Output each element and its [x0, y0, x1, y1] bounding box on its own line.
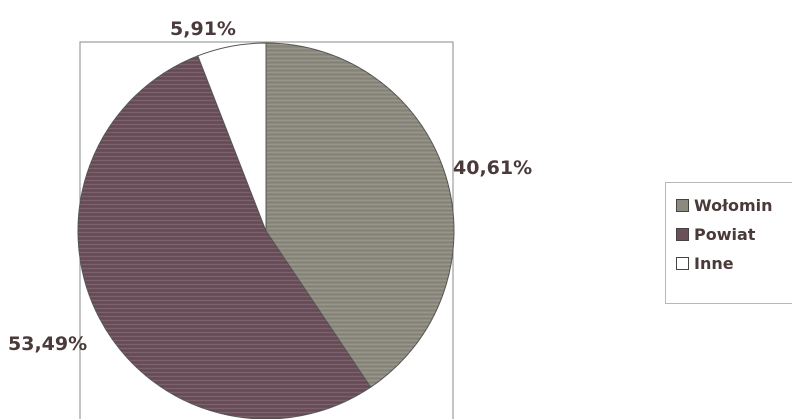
pie-slices [77, 42, 455, 419]
data-label-inne: 5,91% [170, 18, 236, 40]
legend-item-inne: Inne [676, 249, 792, 278]
legend: Wołomin Powiat Inne [665, 182, 792, 304]
pie-slice-texture-powiat [77, 55, 371, 419]
pie-data-labels: 40,61% 53,49% 5,91% [8, 18, 532, 355]
legend-label-inne: Inne [694, 254, 734, 273]
legend-swatch-wolomin [676, 199, 689, 212]
legend-swatch-powiat [676, 228, 689, 241]
data-label-powiat: 53,49% [8, 333, 87, 355]
pie-slice-inne [197, 42, 267, 232]
data-label-wolomin: 40,61% [453, 157, 532, 179]
legend-label-powiat: Powiat [694, 225, 756, 244]
legend-item-wolomin: Wołomin [676, 191, 792, 220]
legend-label-wolomin: Wołomin [694, 196, 773, 215]
legend-item-powiat: Powiat [676, 220, 792, 249]
legend-swatch-inne [676, 257, 689, 270]
